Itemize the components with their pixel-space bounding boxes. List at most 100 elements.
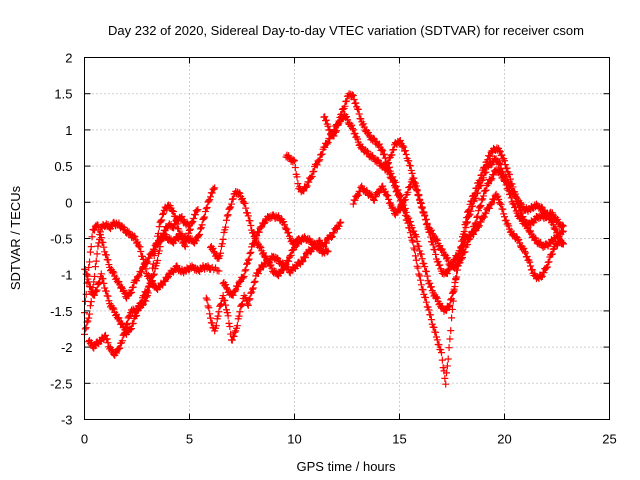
chart-title: Day 232 of 2020, Sidereal Day-to-day VTE… <box>108 23 584 38</box>
data-point <box>461 248 469 256</box>
data-point <box>120 286 128 294</box>
data-point <box>322 116 330 124</box>
data-point <box>247 289 255 297</box>
data-point <box>125 313 133 321</box>
data-point <box>138 264 146 272</box>
data-point <box>246 250 254 258</box>
data-point <box>413 187 421 195</box>
data-point <box>91 272 99 280</box>
data-point <box>115 314 123 322</box>
data-point <box>103 335 111 343</box>
data-point <box>115 278 123 286</box>
data-point <box>327 233 335 241</box>
data-point <box>211 184 219 192</box>
y-tick-label: 1.5 <box>54 87 72 102</box>
data-point <box>225 319 233 327</box>
data-point <box>385 195 393 203</box>
data-point <box>236 189 244 197</box>
data-point <box>257 244 265 252</box>
data-point <box>348 121 356 129</box>
data-point <box>433 294 441 302</box>
data-point <box>438 245 446 253</box>
data-point <box>154 257 162 265</box>
data-point <box>222 281 230 289</box>
data-point <box>540 269 548 277</box>
data-point <box>315 157 323 165</box>
data-point <box>136 243 144 251</box>
data-point <box>147 250 155 258</box>
x-tick-label: 15 <box>392 432 406 447</box>
data-point <box>480 174 487 182</box>
data-point <box>415 242 423 250</box>
data-point <box>273 254 281 262</box>
data-point <box>501 157 508 165</box>
data-point <box>241 199 249 207</box>
data-point <box>432 328 440 336</box>
data-point <box>334 120 342 128</box>
data-point <box>422 294 430 302</box>
data-point <box>417 199 425 207</box>
data-point <box>502 181 510 189</box>
data-point <box>501 177 509 185</box>
data-point <box>418 255 426 263</box>
data-point <box>453 273 461 281</box>
data-point <box>280 221 288 229</box>
data-point <box>447 327 455 335</box>
data-point <box>526 258 534 266</box>
data-point <box>487 176 495 184</box>
data-point <box>396 206 404 214</box>
data-point <box>432 293 440 301</box>
data-point <box>415 270 423 278</box>
data-point <box>332 128 340 136</box>
data-point <box>396 136 404 144</box>
data-point <box>170 224 178 232</box>
data-point <box>472 219 480 227</box>
y-tick-label: 2 <box>65 51 72 66</box>
data-series-s7 <box>207 187 303 280</box>
data-point <box>276 269 284 277</box>
data-point <box>126 326 134 334</box>
data-point <box>487 201 495 209</box>
y-tick-label: 0.5 <box>54 159 72 174</box>
data-point <box>219 235 227 243</box>
data-point <box>85 314 93 322</box>
data-point <box>94 221 102 229</box>
x-axis-label: GPS time / hours <box>297 459 396 474</box>
y-tick-label: -1 <box>61 268 73 283</box>
data-point <box>196 230 204 238</box>
data-point <box>553 228 561 236</box>
data-point <box>391 178 399 186</box>
data-point <box>93 286 101 294</box>
data-point <box>224 312 232 320</box>
data-point <box>212 322 220 330</box>
data-point <box>459 253 466 261</box>
data-point <box>87 243 95 251</box>
data-point <box>316 156 324 164</box>
data-point <box>527 227 535 235</box>
data-point <box>528 265 536 273</box>
data-point <box>374 156 382 164</box>
data-point <box>389 203 397 211</box>
data-point <box>351 196 359 204</box>
data-point <box>402 151 410 159</box>
data-point <box>159 281 167 289</box>
data-point <box>412 256 420 264</box>
data-point <box>505 222 513 230</box>
data-point <box>401 196 409 204</box>
data-point <box>267 261 275 269</box>
data-point <box>446 335 454 343</box>
data-point <box>305 178 313 186</box>
data-point <box>246 217 254 225</box>
data-point <box>516 213 524 221</box>
data-point <box>222 301 230 309</box>
data-point <box>249 285 256 293</box>
data-point <box>195 232 203 240</box>
data-point <box>381 187 389 195</box>
data-point <box>82 324 90 332</box>
data-point <box>235 279 243 287</box>
data-point <box>499 173 507 181</box>
data-point <box>249 229 257 237</box>
data-point <box>448 295 456 303</box>
data-point <box>505 187 513 195</box>
data-point <box>422 298 430 306</box>
